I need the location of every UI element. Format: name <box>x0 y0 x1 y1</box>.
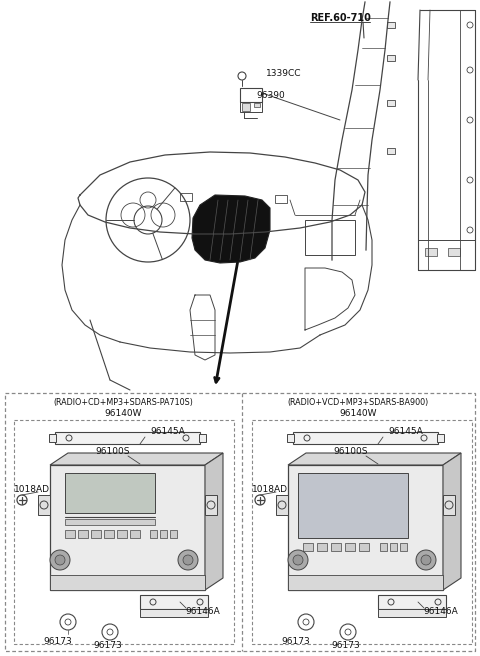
Bar <box>117 530 127 538</box>
Bar <box>252 420 472 644</box>
Text: (RADIO+VCD+MP3+SDARS-BA900): (RADIO+VCD+MP3+SDARS-BA900) <box>288 398 429 407</box>
Bar <box>49 434 56 442</box>
Text: 96100S: 96100S <box>333 447 368 457</box>
Bar <box>359 543 369 551</box>
Bar <box>305 220 355 255</box>
Bar <box>378 595 446 609</box>
Bar <box>437 434 444 442</box>
Text: 96140W: 96140W <box>340 409 377 417</box>
Text: 96100S: 96100S <box>95 447 130 457</box>
Text: (RADIO+CD+MP3+SDARS-PA710S): (RADIO+CD+MP3+SDARS-PA710S) <box>54 398 193 407</box>
Bar <box>50 465 205 590</box>
Bar <box>303 543 313 551</box>
Bar <box>91 530 101 538</box>
Bar <box>288 465 443 590</box>
Bar <box>5 393 475 651</box>
Bar <box>425 248 437 256</box>
Bar <box>199 434 206 442</box>
Bar <box>298 473 408 538</box>
Text: 96145A: 96145A <box>388 428 423 436</box>
Text: 96173: 96173 <box>94 640 122 649</box>
Circle shape <box>50 550 70 570</box>
Bar <box>380 543 387 551</box>
Bar <box>345 543 355 551</box>
Text: 1018AD: 1018AD <box>14 485 50 495</box>
Bar <box>104 530 114 538</box>
Bar <box>443 495 455 515</box>
Bar <box>140 595 208 609</box>
Bar <box>78 530 88 538</box>
Bar <box>14 420 234 644</box>
Circle shape <box>421 555 431 565</box>
Bar <box>387 55 395 61</box>
Circle shape <box>55 555 65 565</box>
Polygon shape <box>50 453 223 465</box>
Bar <box>390 543 397 551</box>
Circle shape <box>293 555 303 565</box>
Polygon shape <box>205 453 223 590</box>
Circle shape <box>288 550 308 570</box>
Text: 96146A: 96146A <box>185 607 220 617</box>
Text: 1339CC: 1339CC <box>266 70 301 79</box>
Bar <box>317 543 327 551</box>
Bar <box>160 530 167 538</box>
Circle shape <box>416 550 436 570</box>
Polygon shape <box>443 453 461 590</box>
Bar <box>254 103 260 107</box>
Bar <box>170 530 177 538</box>
Bar <box>293 432 438 444</box>
Text: 96146A: 96146A <box>423 607 458 617</box>
Bar <box>205 495 217 515</box>
Bar <box>418 240 475 270</box>
Bar <box>150 530 157 538</box>
Bar <box>387 22 395 28</box>
Bar <box>65 530 75 538</box>
Text: REF.60-710: REF.60-710 <box>310 13 371 23</box>
Text: 96140W: 96140W <box>105 409 142 417</box>
Bar <box>240 102 262 112</box>
Text: 96173: 96173 <box>332 640 360 649</box>
Text: 96173: 96173 <box>44 638 72 647</box>
Text: 96145A: 96145A <box>150 428 185 436</box>
Bar <box>387 148 395 154</box>
Circle shape <box>178 550 198 570</box>
Bar <box>240 88 262 102</box>
Text: 96173: 96173 <box>282 638 311 647</box>
Text: 96390: 96390 <box>256 91 285 100</box>
Text: 1018AD: 1018AD <box>252 485 288 495</box>
Bar <box>50 575 205 590</box>
Polygon shape <box>192 195 270 263</box>
Bar <box>180 193 192 201</box>
Bar <box>65 519 155 525</box>
Bar <box>288 575 443 590</box>
Bar <box>38 495 50 515</box>
Bar <box>400 543 407 551</box>
Bar <box>276 495 288 515</box>
Bar <box>448 248 460 256</box>
Bar <box>387 100 395 106</box>
Bar <box>130 530 140 538</box>
Polygon shape <box>288 453 461 465</box>
Bar <box>55 432 200 444</box>
Bar <box>287 434 294 442</box>
Bar <box>331 543 341 551</box>
Bar <box>275 195 287 203</box>
Bar <box>378 609 446 617</box>
Bar <box>242 103 250 111</box>
Circle shape <box>183 555 193 565</box>
Bar <box>140 609 208 617</box>
Bar <box>65 473 155 513</box>
